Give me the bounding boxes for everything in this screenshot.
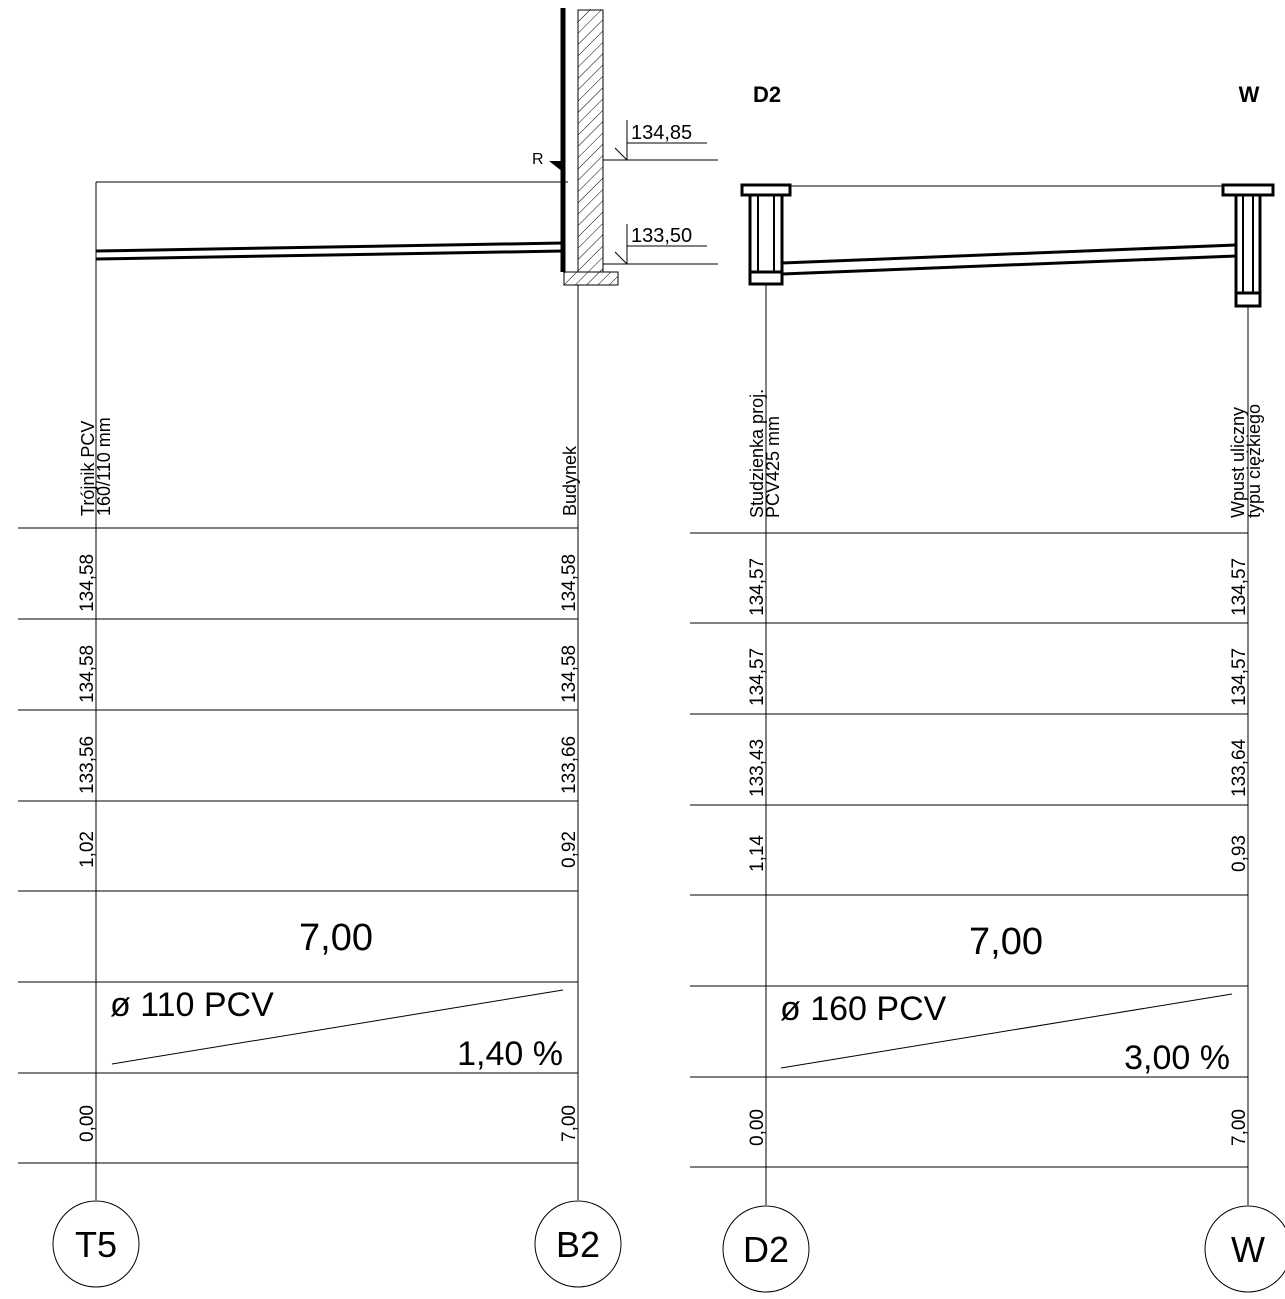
pipe-top-right [781,243,1237,265]
table-grid [18,527,578,1164]
level-top-value: 134,85 [631,122,692,144]
station-circle-start-label-right: D2 [743,1229,789,1270]
segment-length: 7,00 [299,917,373,959]
row1-end: 134,58 [559,554,580,612]
level-bottom-value: 133,50 [631,225,692,247]
pipe-bottom-right [781,254,1237,276]
pipe-spec: ø 110 PCV [110,986,274,1024]
table-grid-right [690,532,1248,1168]
pipe-bottom [95,249,564,261]
station-circle-start-right [722,1205,810,1293]
row1-end-right: 134,57 [1229,558,1250,616]
row3-end: 133,66 [559,736,580,794]
row3-start: 133,56 [77,736,98,794]
station-circle-end-label: B2 [556,1224,600,1265]
station-circle-start [52,1200,140,1288]
slope-line [111,989,564,1065]
start-node-label-2: 160/110 mm [94,417,114,516]
row4-end: 0,92 [559,831,580,868]
pipe-top [95,241,564,253]
row2-start-right: 134,57 [747,648,768,706]
header-right: W [1239,82,1260,107]
level-marker-top: 134,85 [603,120,718,161]
chainage-start: 0,00 [77,1105,98,1142]
chainage-end: 7,00 [559,1105,580,1142]
building-wall [577,9,604,273]
start-node-label-2-right: PCV425 mm [763,416,783,518]
end-node-label-2-right: typu ciężkiego [1244,404,1264,518]
end-node-label-1: Budynek [560,445,580,516]
left-profile: R 134,85 133,50 Trójnik PCV 160/110 mm B… [18,8,718,1288]
row1-start-right: 134,57 [747,558,768,616]
station-circle-end-right [1204,1205,1285,1293]
chainage-start-right: 0,00 [747,1109,768,1146]
station-circle-end [534,1200,622,1288]
row2-end-right: 134,57 [1229,648,1250,706]
station-circle-end-label-right: W [1231,1229,1265,1270]
row3-start-right: 133,43 [747,739,768,797]
wall-footing [563,271,619,286]
row4-end-right: 0,93 [1229,835,1250,872]
station-circle-start-label: T5 [75,1224,117,1265]
chainage-end-right: 7,00 [1229,1109,1250,1146]
riser-label: R [532,151,544,168]
header-left: D2 [753,82,781,107]
start-node-label-1: Trójnik PCV [78,421,98,516]
pipe-spec-right: ø 160 PCV [780,990,947,1028]
right-profile: D2 W Studzienka proj. PCV425 mm W [690,82,1285,1293]
level-marker-bottom: 133,50 [603,224,718,265]
slope-value-right: 3,00 % [1124,1039,1230,1077]
slope-value: 1,40 % [457,1035,563,1073]
row1-start: 134,58 [77,554,98,612]
end-node-label-1-right: Wpust uliczny [1228,407,1248,518]
row4-start: 1,02 [77,831,98,868]
row3-end-right: 133,64 [1229,738,1250,797]
riser-marker [549,161,563,172]
segment-length-right: 7,00 [969,921,1043,963]
row2-start: 134,58 [77,645,98,703]
slope-line-right [780,993,1233,1069]
row2-end: 134,58 [559,645,580,703]
manhole-icon [740,183,792,286]
row4-start-right: 1,14 [747,835,768,872]
start-node-label-1-right: Studzienka proj. [747,389,767,518]
